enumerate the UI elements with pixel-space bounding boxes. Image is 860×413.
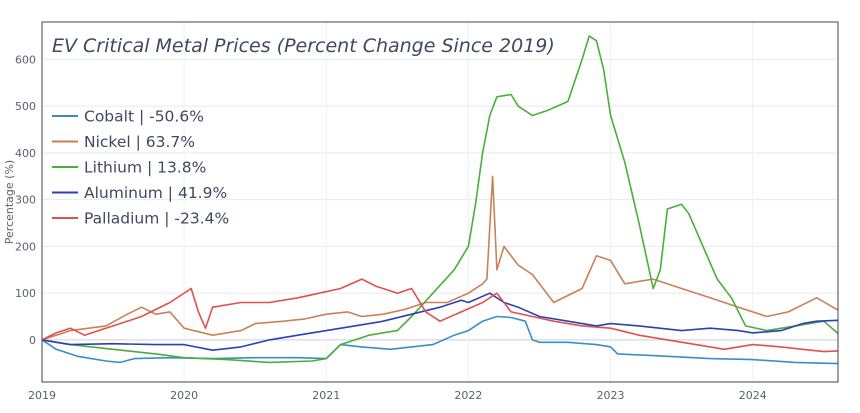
y-tick-label: 500	[15, 100, 36, 113]
x-axis-ticks: 2019 2020 2021 2022 2023 2024	[28, 389, 767, 402]
y-tick-label: 0	[29, 334, 36, 347]
y-tick-label: 100	[15, 287, 36, 300]
x-tick-label: 2023	[597, 389, 625, 402]
series-line-nickel	[41, 175, 839, 341]
x-tick-label: 2021	[312, 389, 340, 402]
chart-title: EV Critical Metal Prices (Percent Change…	[52, 35, 555, 57]
series-layer	[41, 35, 839, 365]
series-line-lithium	[41, 35, 839, 364]
y-axis-ticks: 0 100 200 300 400 500 600	[15, 53, 36, 347]
series-line-aluminum	[41, 292, 839, 351]
legend-label-lithium: Lithium | 13.8%	[84, 159, 206, 177]
series-line-cobalt	[41, 315, 839, 365]
x-tick-label: 2024	[739, 389, 767, 402]
legend-label-cobalt: Cobalt | -50.6%	[84, 108, 204, 126]
x-tick-label: 2020	[170, 389, 198, 402]
y-tick-label: 400	[15, 147, 36, 160]
y-tick-label: 200	[15, 240, 36, 253]
x-tick-label: 2019	[28, 389, 56, 402]
y-tick-label: 600	[15, 53, 36, 66]
x-tick-label: 2022	[454, 389, 482, 402]
legend-label-palladium: Palladium | -23.4%	[84, 210, 229, 228]
series-line-palladium	[41, 278, 839, 353]
y-tick-label: 300	[15, 194, 36, 207]
y-axis-label: Percentage (%)	[3, 160, 16, 244]
legend-label-nickel: Nickel | 63.7%	[84, 133, 195, 151]
plot-frame	[41, 21, 839, 383]
legend: Cobalt | -50.6% Nickel | 63.7% Lithium | 1…	[52, 108, 229, 228]
legend-label-aluminum: Aluminum | 41.9%	[84, 184, 227, 202]
